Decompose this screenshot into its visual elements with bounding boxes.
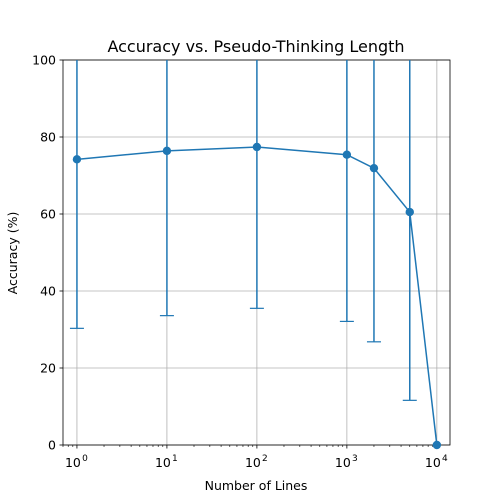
data-point [432, 440, 442, 450]
chart-title: Accuracy vs. Pseudo-Thinking Length [107, 37, 404, 56]
x-tick-label: 10 [155, 455, 171, 470]
data-point [405, 207, 414, 217]
y-tick-label: 40 [40, 284, 56, 299]
x-tick-label: 10 [425, 455, 441, 470]
x-tick-label: 10 [245, 455, 261, 470]
x-axis-label: Number of Lines [205, 478, 308, 493]
x-tick-label-exponent: 4 [442, 454, 448, 464]
x-tick-label: 10 [335, 455, 351, 470]
y-tick-label: 0 [48, 438, 56, 453]
x-tick-label-exponent: 2 [262, 454, 268, 464]
x-tick-label: 10 [65, 455, 81, 470]
x-tick-label-exponent: 3 [352, 454, 358, 464]
y-tick-label: 80 [40, 130, 56, 145]
data-series [69, 60, 442, 450]
data-point [342, 150, 352, 159]
data-point [369, 163, 379, 173]
data-point [162, 146, 172, 156]
y-tick-label: 20 [40, 361, 56, 376]
y-tick-label: 60 [40, 207, 56, 222]
x-tick-label-exponent: 0 [82, 454, 88, 464]
x-tick-label-exponent: 1 [172, 454, 178, 464]
y-axis-label: Accuracy (%) [5, 212, 20, 295]
y-tick-label: 100 [32, 53, 56, 68]
data-point [252, 142, 262, 152]
data-point [72, 155, 82, 164]
